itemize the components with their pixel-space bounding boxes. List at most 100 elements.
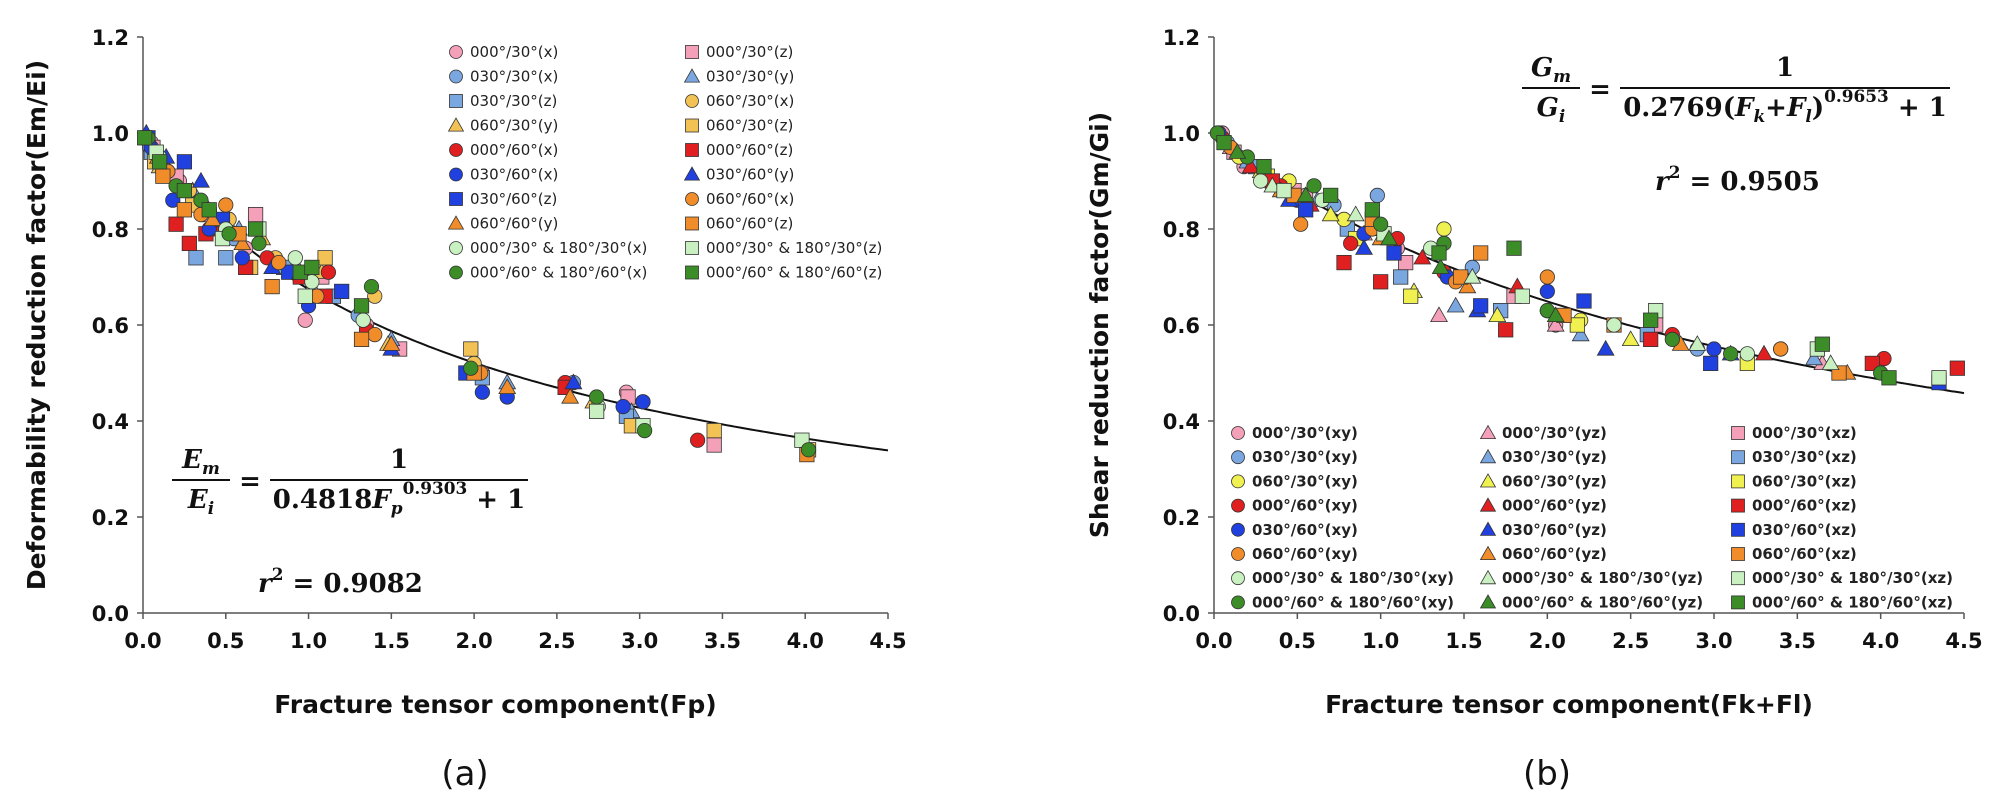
legend-label: 030°/60°(xz): [1752, 521, 1857, 539]
data-point: [1216, 134, 1232, 151]
legend-label: 060°/60°(z): [706, 215, 793, 233]
data-point: [188, 250, 204, 266]
data-point: [1506, 240, 1522, 256]
x-tick-label: 2.0: [456, 629, 493, 653]
data-point: [1403, 288, 1419, 304]
equation-equals: =: [239, 467, 261, 497]
y-tick-label: 0.6: [92, 314, 129, 338]
x-tick-label: 3.5: [704, 629, 741, 653]
x-tick-label: 1.0: [290, 629, 327, 653]
legend-marker: [1731, 498, 1745, 513]
data-point: [1413, 248, 1432, 265]
legend-marker: [449, 241, 463, 255]
legend-label: 000°/60°(xz): [1752, 497, 1857, 515]
data-point: [1514, 288, 1530, 304]
legend-label: 060°/60°(xz): [1752, 545, 1857, 563]
y-tick-label: 0.2: [92, 506, 129, 530]
legend-marker: [1231, 474, 1245, 489]
legend-label: 060°/60°(xy): [1252, 545, 1358, 563]
legend-marker: [1479, 545, 1497, 561]
legend-marker: [1231, 426, 1245, 440]
legend-marker: [685, 265, 699, 280]
legend-marker: [685, 216, 699, 231]
data-point: [1621, 330, 1640, 347]
legend-label: 030°/30°(xz): [1752, 448, 1857, 466]
x-tick-label: 3.0: [1695, 629, 1732, 653]
legend-marker: [1479, 569, 1497, 585]
data-point: [1436, 221, 1452, 237]
legend-marker: [685, 192, 699, 206]
data-point: [1463, 267, 1482, 284]
data-point: [1931, 370, 1947, 386]
data-point: [297, 288, 313, 304]
data-point: [1256, 158, 1272, 175]
equation-lhs-denominator: Gi: [1537, 93, 1566, 126]
data-point: [1346, 205, 1365, 222]
data-point: [1949, 360, 1965, 376]
data-point: [1364, 202, 1380, 218]
data-point: [1814, 336, 1830, 352]
equation-rhs-denominator: 0.2769(Fk+Fl)0.9653 + 1: [1623, 86, 1947, 126]
data-point: [1473, 245, 1489, 261]
legend-marker: [683, 68, 701, 83]
data-point: [165, 192, 181, 208]
data-point: [1569, 317, 1585, 333]
data-point: [271, 255, 287, 271]
data-point: [1881, 370, 1897, 386]
x-axis-label: Fracture tensor component(Fk+Fl): [1325, 690, 1813, 719]
y-tick-label: 0.4: [1163, 410, 1200, 434]
data-point: [247, 206, 264, 223]
legend-label: 000°/30°(yz): [1502, 424, 1607, 442]
y-tick-label: 0.0: [92, 602, 129, 626]
legend-label: 030°/60°(x): [470, 166, 558, 184]
data-point: [1431, 258, 1450, 275]
data-point: [1458, 277, 1477, 294]
x-tick-label: 0.0: [1195, 629, 1232, 653]
x-tick-label: 1.5: [373, 629, 410, 653]
data-point: [287, 250, 303, 266]
data-point: [1355, 239, 1373, 255]
data-point: [1343, 235, 1359, 251]
y-tick-label: 0.8: [92, 218, 129, 242]
legend-marker: [683, 166, 701, 181]
y-tick-label: 0.4: [92, 410, 129, 434]
data-point: [589, 389, 605, 405]
legend-marker: [1231, 547, 1245, 561]
data-point: [1703, 355, 1719, 372]
data-point: [234, 250, 250, 266]
r-squared: r2 = 0.9082: [258, 564, 423, 599]
data-point: [168, 216, 184, 232]
legend-label: 030°/60°(xy): [1252, 521, 1358, 539]
panel-label: (a): [441, 754, 488, 794]
legend-label: 030°/30°(xy): [1252, 448, 1358, 466]
legend-label: 000°/60°(yz): [1502, 497, 1607, 515]
x-tick-label: 0.5: [1279, 629, 1316, 653]
data-point: [498, 378, 517, 395]
data-point: [1228, 143, 1247, 159]
legend-label: 060°/30°(yz): [1502, 472, 1607, 490]
y-tick-label: 1.2: [1163, 26, 1200, 50]
data-point: [1706, 341, 1722, 357]
data-point: [353, 298, 370, 314]
data-point: [1643, 312, 1659, 328]
legend-label: 000°/60°(z): [706, 141, 793, 159]
data-point: [334, 283, 350, 300]
data-point: [1773, 341, 1789, 357]
data-point: [1386, 245, 1402, 261]
y-axis-label: Shear reduction factor(Gm/Gi): [1085, 112, 1114, 538]
x-axis-label: Fracture tensor component(Fp): [274, 690, 716, 719]
legend-label: 030°/60°(y): [706, 166, 794, 184]
y-tick-label: 1.0: [1163, 122, 1200, 146]
data-point: [1276, 182, 1292, 199]
data-point: [463, 360, 479, 376]
legend-marker: [1731, 595, 1745, 610]
legend-label: 060°/30°(xz): [1752, 472, 1857, 490]
legend-label: 000°/60° & 180°/60°(xz): [1752, 593, 1953, 611]
legend-label: 060°/60°(x): [706, 190, 794, 208]
equation-rhs-denominator: 0.4818Fp0.9303 + 1: [273, 478, 525, 518]
legend-label: 000°/60° & 180°/60°(z): [706, 264, 882, 282]
data-point: [1296, 186, 1315, 203]
legend-label: 030°/30°(yz): [1502, 448, 1607, 466]
x-tick-label: 4.0: [1862, 629, 1899, 653]
x-tick-label: 2.0: [1529, 629, 1566, 653]
